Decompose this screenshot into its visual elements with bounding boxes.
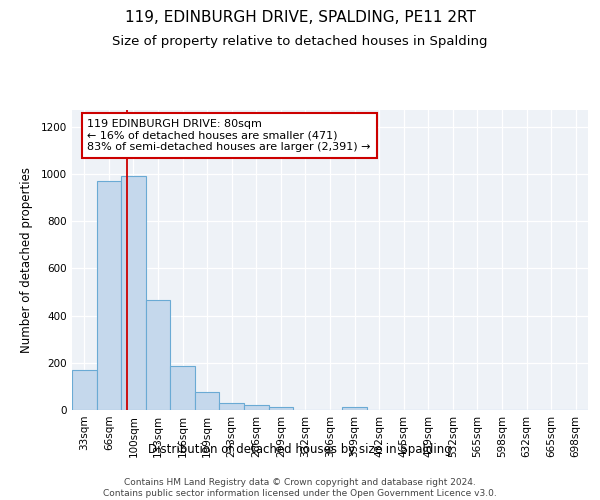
Y-axis label: Number of detached properties: Number of detached properties: [20, 167, 32, 353]
Bar: [170, 366, 195, 410]
Bar: [72, 370, 97, 410]
Bar: [269, 407, 293, 410]
Bar: [220, 404, 244, 410]
Text: Distribution of detached houses by size in Spalding: Distribution of detached houses by size …: [148, 442, 452, 456]
Bar: [121, 176, 146, 410]
Bar: [195, 392, 220, 410]
Text: 119 EDINBURGH DRIVE: 80sqm
← 16% of detached houses are smaller (471)
83% of sem: 119 EDINBURGH DRIVE: 80sqm ← 16% of deta…: [88, 119, 371, 152]
Bar: [146, 300, 170, 410]
Bar: [244, 406, 269, 410]
Bar: [342, 407, 367, 410]
Text: Contains HM Land Registry data © Crown copyright and database right 2024.
Contai: Contains HM Land Registry data © Crown c…: [103, 478, 497, 498]
Text: 119, EDINBURGH DRIVE, SPALDING, PE11 2RT: 119, EDINBURGH DRIVE, SPALDING, PE11 2RT: [125, 10, 475, 25]
Bar: [97, 181, 121, 410]
Text: Size of property relative to detached houses in Spalding: Size of property relative to detached ho…: [112, 35, 488, 48]
